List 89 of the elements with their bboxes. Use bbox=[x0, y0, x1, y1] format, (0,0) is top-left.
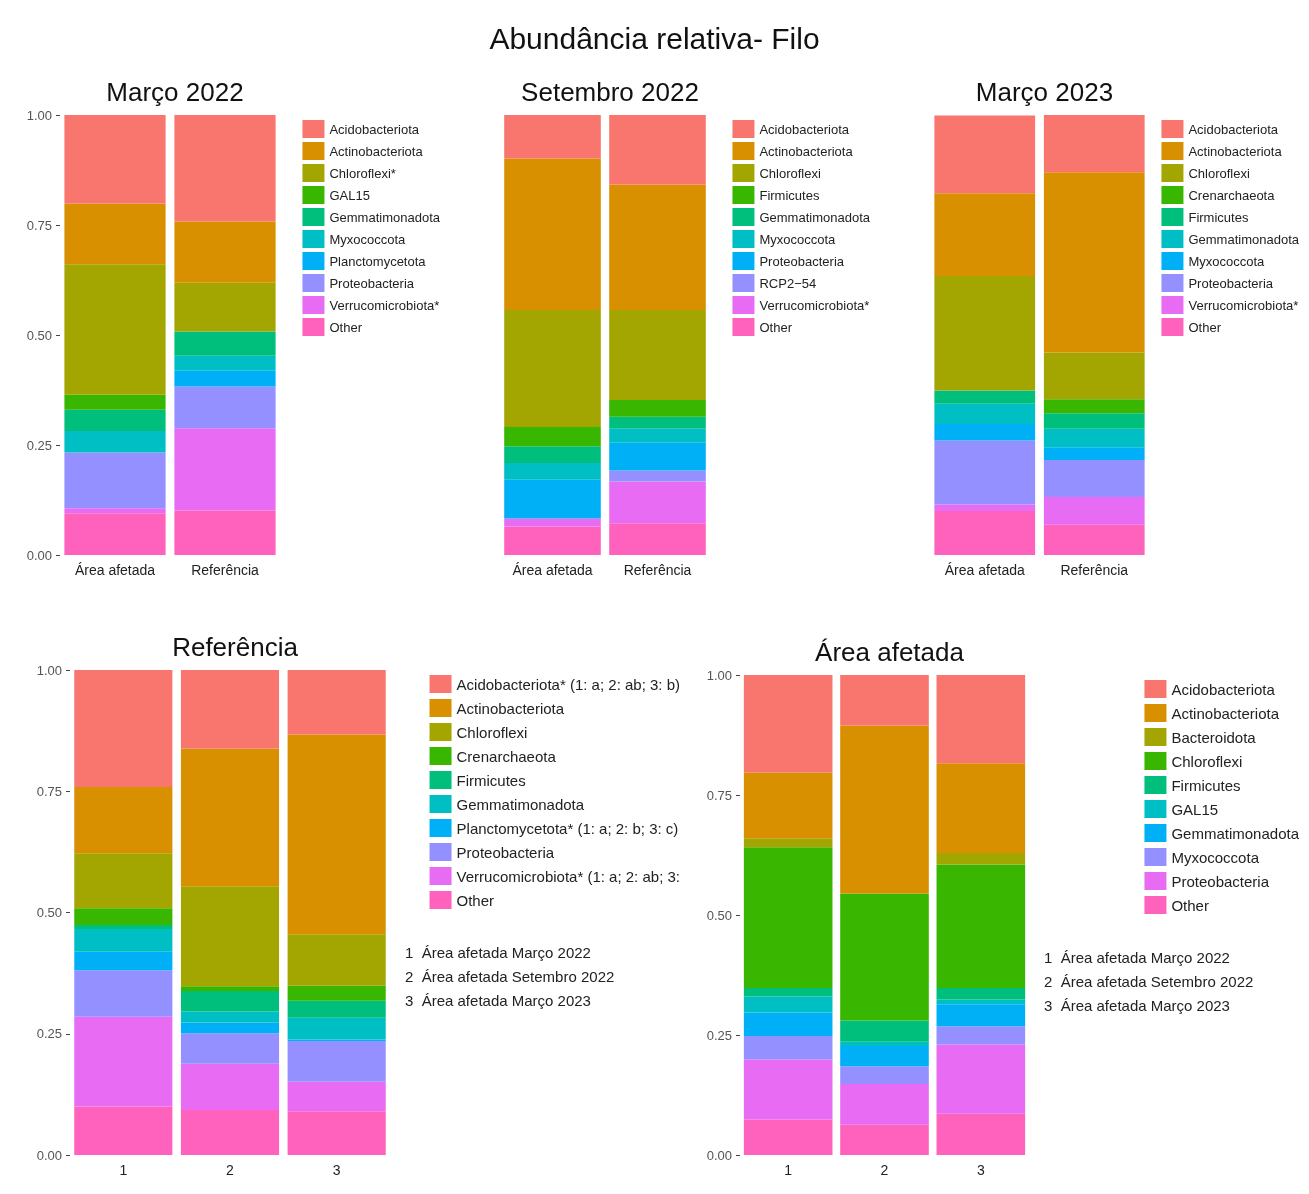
y-tick-label: 0.50 bbox=[36, 905, 62, 920]
legend-label: Firmicutes bbox=[1188, 209, 1249, 225]
x-tick-label: Referência bbox=[1060, 562, 1129, 578]
legend-label: Verrucomicrobiota* bbox=[1188, 297, 1299, 313]
y-tick-label: 0.75 bbox=[36, 783, 62, 799]
y-tick-label: 1.00 bbox=[706, 667, 732, 683]
y-tick-label: 0.00 bbox=[36, 1147, 62, 1163]
legend-label: Verrucomicrobiota* (1: a; 2: ab; 3: bbox=[456, 867, 680, 885]
legend-label: Myxococcota bbox=[329, 231, 407, 247]
x-tick-label: Referência bbox=[623, 562, 692, 578]
chart-title: Referência bbox=[172, 632, 299, 662]
legend-label: Acidobacteriota bbox=[1171, 680, 1276, 698]
text: 3 Área afetada Março 2023 bbox=[1044, 997, 1230, 1014]
legend-label: Myxococcota bbox=[759, 231, 837, 247]
legend-label: Acidobacteriota bbox=[759, 121, 850, 137]
legend-label: Chloroflexi* bbox=[329, 165, 396, 181]
legend-label: Proteobacteria bbox=[456, 843, 555, 861]
legend-label: Verrucomicrobiota* bbox=[759, 297, 870, 313]
legend-label: Proteobacteria bbox=[329, 275, 415, 291]
legend-label: Firmicutes bbox=[1171, 776, 1241, 794]
text: 2 Área afetada Setembro 2022 bbox=[405, 968, 615, 985]
legend-label: Actinobacteriota bbox=[329, 143, 424, 159]
legend-label: Myxococcota bbox=[1171, 848, 1260, 866]
legend-label: Acidobacteriota bbox=[1188, 121, 1279, 137]
legend-label: Verrucomicrobiota* bbox=[329, 297, 440, 313]
x-tick-label: 1 bbox=[784, 1162, 793, 1178]
y-tick-label: 0.25 bbox=[26, 437, 52, 453]
x-tick-label: Referência bbox=[191, 562, 260, 578]
y-tick-label: 0.75 bbox=[26, 217, 52, 233]
legend-label: Gemmatimonadota bbox=[1171, 824, 1300, 842]
legend-label: GAL15 bbox=[329, 187, 370, 203]
legend-label: Chloroflexi bbox=[1171, 752, 1243, 770]
y-tick-label: 0.00 bbox=[26, 547, 52, 563]
y-tick-label: 1.00 bbox=[26, 107, 52, 123]
chart-title: Março 2022 bbox=[106, 77, 244, 107]
legend-label: Planctomycetota* (1: a; 2: b; 3: c) bbox=[456, 819, 679, 837]
legend-label: Proteobacteria bbox=[1188, 275, 1274, 291]
y-tick-label: 0.25 bbox=[706, 1027, 732, 1043]
legend-label: GAL15 bbox=[1171, 800, 1219, 818]
legend-label: Acidobacteriota bbox=[329, 121, 420, 137]
x-tick-label: Área afetada bbox=[74, 562, 156, 578]
text: 2 Área afetada Setembro 2022 bbox=[1044, 973, 1254, 990]
x-tick-label: 2 bbox=[880, 1162, 889, 1178]
y-tick-label: 1.00 bbox=[36, 662, 62, 678]
legend-label: Actinobacteriota bbox=[759, 143, 854, 159]
y-tick-label: 0.75 bbox=[706, 787, 732, 803]
text: 1 Área afetada Março 2022 bbox=[1044, 949, 1230, 966]
legend-label: Firmicutes bbox=[759, 187, 820, 203]
text: 1 Área afetada Março 2022 bbox=[405, 944, 591, 961]
legend-label: Chloroflexi bbox=[456, 723, 528, 741]
x-tick-label: Área afetada bbox=[512, 562, 593, 578]
legend-label: Other bbox=[759, 319, 793, 335]
legend-label: Crenarchaeota bbox=[456, 747, 557, 765]
x-tick-label: 1 bbox=[119, 1162, 128, 1178]
legend-label: Planctomycetota bbox=[329, 253, 427, 269]
legend-label: Other bbox=[1188, 319, 1222, 335]
legend-label: Gemmatimonadota bbox=[759, 209, 871, 225]
x-tick-label: 3 bbox=[976, 1162, 985, 1178]
legend-label: Chloroflexi bbox=[1188, 165, 1250, 181]
legend-label: Chloroflexi bbox=[759, 165, 821, 181]
chart-title: Setembro 2022 bbox=[521, 77, 699, 107]
legend-label: Myxococcota bbox=[1188, 253, 1266, 269]
legend-label: Proteobacteria bbox=[759, 253, 845, 269]
legend-label: Gemmatimonadota bbox=[456, 795, 585, 813]
chart-title: Área afetada bbox=[815, 637, 965, 667]
legend-label: Other bbox=[1171, 896, 1209, 914]
x-tick-label: Área afetada bbox=[944, 562, 1026, 578]
legend-label: Other bbox=[329, 319, 363, 335]
legend-label: Gemmatimonadota bbox=[329, 209, 441, 225]
legend-label: Actinobacteriota bbox=[1171, 704, 1280, 722]
legend-label: Gemmatimonadota bbox=[1188, 231, 1300, 247]
text: Abundância relativa- Filo bbox=[488, 22, 821, 56]
y-tick-label: 0.50 bbox=[706, 907, 732, 923]
legend-label: Actinobacteriota bbox=[1188, 143, 1283, 159]
legend-label: Crenarchaeota bbox=[1188, 187, 1276, 203]
legend-label: Actinobacteriota bbox=[456, 699, 565, 717]
legend-label: Firmicutes bbox=[456, 771, 526, 789]
legend-label: Bacteroidota bbox=[1171, 728, 1257, 746]
chart-title: Março 2023 bbox=[975, 77, 1114, 107]
legend-label: Other bbox=[456, 891, 495, 909]
legend-label: Proteobacteria bbox=[1171, 872, 1270, 890]
y-tick-label: 0.50 bbox=[26, 327, 52, 343]
legend-label: Acidobacteriota* (1: a; 2: ab; 3: b) bbox=[456, 675, 681, 693]
x-tick-label: 2 bbox=[226, 1162, 235, 1178]
legend-label: RCP2−54 bbox=[759, 275, 817, 291]
text: 3 Área afetada Março 2023 bbox=[405, 992, 591, 1009]
x-tick-label: 3 bbox=[332, 1162, 341, 1178]
y-tick-label: 0.00 bbox=[706, 1147, 732, 1163]
y-tick-label: 0.25 bbox=[36, 1026, 62, 1042]
